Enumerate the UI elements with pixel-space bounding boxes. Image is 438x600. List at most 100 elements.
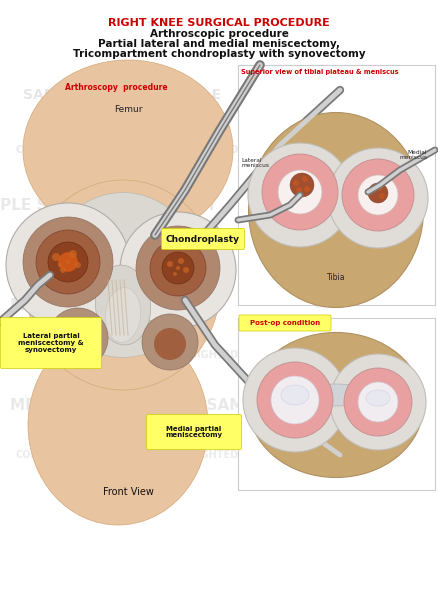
Circle shape — [76, 329, 84, 337]
Circle shape — [71, 342, 79, 350]
Circle shape — [304, 186, 310, 192]
FancyBboxPatch shape — [162, 229, 244, 250]
Circle shape — [58, 263, 62, 267]
Ellipse shape — [106, 287, 141, 343]
Circle shape — [48, 308, 108, 368]
Text: SAMPLE: SAMPLE — [298, 88, 361, 102]
Circle shape — [302, 176, 308, 182]
Circle shape — [178, 258, 184, 264]
Circle shape — [379, 193, 385, 199]
Circle shape — [173, 272, 177, 276]
Circle shape — [278, 170, 322, 214]
Circle shape — [154, 328, 186, 360]
Text: SAMPLE: SAMPLE — [24, 88, 87, 102]
Text: Tibia: Tibia — [327, 272, 345, 281]
Circle shape — [60, 267, 66, 273]
Circle shape — [257, 362, 333, 438]
Ellipse shape — [25, 180, 220, 390]
Ellipse shape — [23, 60, 233, 240]
Text: MPLE SAM: MPLE SAM — [155, 397, 245, 413]
Circle shape — [293, 180, 299, 186]
Circle shape — [370, 187, 376, 193]
Circle shape — [136, 226, 220, 310]
Text: RIGHT KNEE SURGICAL PROCEDURE: RIGHT KNEE SURGICAL PROCEDURE — [108, 18, 330, 28]
Text: Front View: Front View — [102, 487, 153, 497]
Circle shape — [6, 203, 130, 327]
Text: Arthroscopic procedure: Arthroscopic procedure — [149, 29, 289, 39]
Text: Superior view of tibial plateau & meniscus: Superior view of tibial plateau & menisc… — [241, 69, 399, 75]
Text: Lateral partial
meniscectomy &
synovectomy: Lateral partial meniscectomy & synovecto… — [18, 333, 84, 353]
Circle shape — [75, 262, 81, 268]
Ellipse shape — [248, 113, 424, 307]
Circle shape — [330, 354, 426, 450]
Text: SAMPLE: SAMPLE — [159, 88, 222, 102]
Text: Partial lateral and medial meniscectomy,: Partial lateral and medial meniscectomy, — [98, 39, 340, 49]
Circle shape — [81, 338, 89, 346]
Text: MPLE SAM: MPLE SAM — [11, 397, 100, 413]
Circle shape — [328, 148, 428, 248]
Ellipse shape — [95, 265, 151, 345]
Ellipse shape — [248, 332, 424, 478]
Bar — [238, 318, 435, 490]
Text: COPYRIGHTED: COPYRIGHTED — [16, 450, 94, 460]
Bar — [238, 65, 435, 305]
Ellipse shape — [28, 325, 208, 525]
Circle shape — [60, 322, 96, 358]
Ellipse shape — [366, 390, 390, 406]
Text: COPYRIGHTED: COPYRIGHTED — [161, 450, 239, 460]
Circle shape — [176, 266, 180, 270]
Text: COPY: COPY — [313, 400, 347, 410]
Circle shape — [344, 368, 412, 436]
FancyBboxPatch shape — [239, 315, 331, 331]
FancyBboxPatch shape — [0, 317, 102, 368]
Circle shape — [162, 252, 194, 284]
Circle shape — [120, 212, 236, 328]
Circle shape — [342, 159, 414, 231]
Text: Femur: Femur — [114, 106, 142, 115]
Circle shape — [142, 314, 198, 370]
Circle shape — [243, 348, 347, 452]
Circle shape — [377, 185, 383, 191]
Ellipse shape — [281, 385, 309, 405]
Circle shape — [58, 252, 78, 272]
Circle shape — [183, 267, 189, 273]
Circle shape — [66, 260, 70, 264]
Text: Chondroplasty: Chondroplasty — [166, 235, 240, 244]
Circle shape — [52, 253, 60, 261]
Text: COPYRIGHTED: COPYRIGHTED — [16, 350, 94, 360]
Text: RIGHTED: RIGHTED — [27, 250, 83, 260]
Text: MPLE SAM: MPLE SAM — [125, 197, 215, 212]
FancyBboxPatch shape — [146, 415, 241, 449]
Circle shape — [296, 187, 302, 193]
Circle shape — [262, 154, 338, 230]
Text: COPYRIGHTED: COPYRIGHTED — [161, 145, 239, 155]
Text: RIGHTED: RIGHTED — [172, 250, 228, 260]
Text: MPLE SAM: MPLE SAM — [11, 298, 100, 313]
Circle shape — [48, 242, 88, 282]
Circle shape — [358, 382, 398, 422]
Circle shape — [358, 175, 398, 215]
Text: Tricompartment chondroplasty with synovectomy: Tricompartment chondroplasty with synove… — [73, 49, 365, 59]
Ellipse shape — [46, 193, 201, 358]
Text: COPY: COPY — [313, 200, 347, 210]
Circle shape — [36, 230, 100, 294]
Circle shape — [150, 240, 206, 296]
Circle shape — [69, 250, 77, 258]
Text: COPYRIGHTED: COPYRIGHTED — [16, 145, 94, 155]
Ellipse shape — [301, 384, 371, 406]
Circle shape — [66, 333, 74, 341]
Circle shape — [167, 261, 173, 267]
Text: COPY: COPY — [313, 300, 347, 310]
Text: Post-op condition: Post-op condition — [250, 320, 320, 326]
Text: Medial
meniscus: Medial meniscus — [399, 149, 427, 160]
Circle shape — [290, 173, 314, 197]
Circle shape — [23, 217, 113, 307]
Text: COPYRIGHTED: COPYRIGHTED — [331, 145, 409, 155]
Text: Arthroscopy  procedure: Arthroscopy procedure — [65, 83, 168, 92]
Text: Lateral
meniscus: Lateral meniscus — [241, 158, 269, 169]
Circle shape — [368, 183, 388, 203]
Circle shape — [271, 376, 319, 424]
Text: Medial partial
meniscectomy: Medial partial meniscectomy — [166, 425, 223, 439]
Circle shape — [248, 143, 352, 247]
Text: COPYRIGHTED: COPYRIGHTED — [161, 350, 239, 360]
